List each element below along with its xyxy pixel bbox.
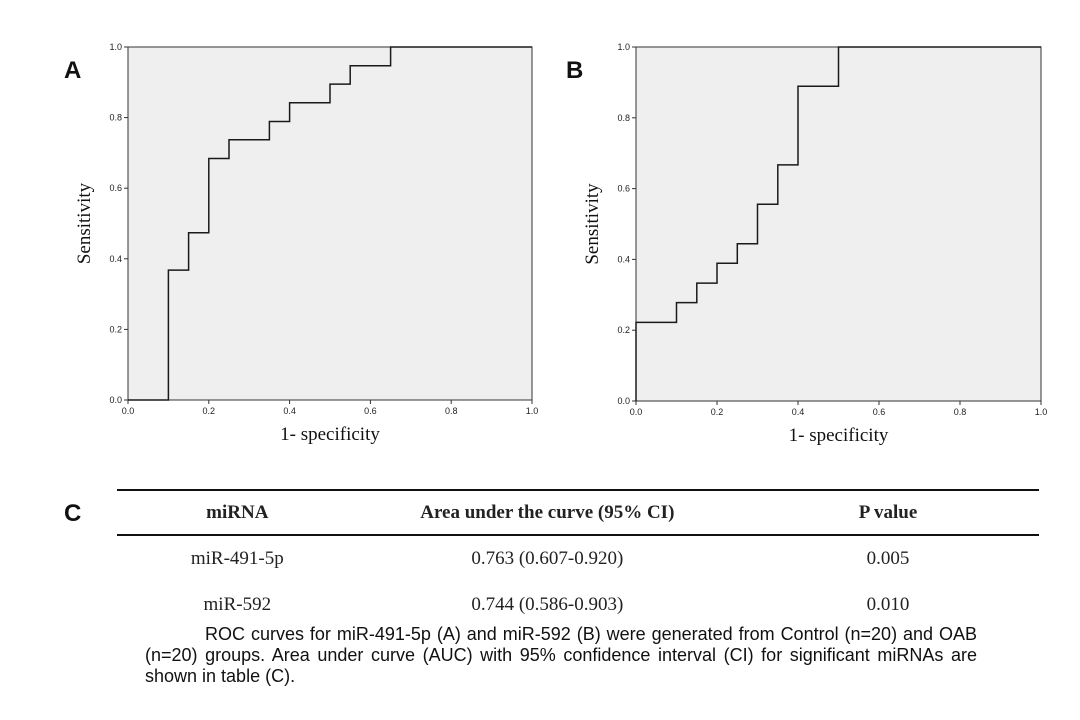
roc-curve [635, 46, 1041, 401]
auc-table: miRNA Area under the curve (95% CI) P va… [117, 489, 1039, 628]
x-tick-label: 0.6 [364, 406, 377, 416]
y-tick-label: 0.8 [617, 113, 630, 123]
y-tick-label: 0.6 [617, 184, 630, 194]
auc-table-container: miRNA Area under the curve (95% CI) P va… [117, 489, 1039, 628]
x-tick-label: 0.0 [122, 406, 135, 416]
cell-p-value: 0.005 [866, 548, 910, 569]
y-axis-title: Sensitivity [74, 182, 95, 264]
y-tick-label: 0.4 [109, 254, 122, 264]
x-tick-label: 0.8 [954, 407, 967, 417]
y-tick-label: 0.2 [617, 325, 630, 335]
cell-mirna: miR-491-5p [190, 548, 284, 569]
roc-chart-b: 0.0 0.2 0.4 0.6 0.8 1.0 0.0 0.2 0.4 0.6 0.8 1.0 1- s… [582, 42, 1048, 446]
y-tick-label: 0.2 [109, 324, 122, 334]
cell-mirna: miR-592 [203, 594, 272, 615]
y-tick-label: 0.8 [109, 113, 122, 123]
x-tick-label: 0.0 [630, 407, 643, 417]
plot-area [635, 46, 1042, 402]
cell-auc: 0.744 (0.586-0.903) [471, 594, 624, 615]
column-header-auc: Area under the curve (95% CI) [357, 489, 738, 536]
panel-label-c: C [64, 500, 82, 527]
y-axis-title: Sensitivity [582, 183, 603, 265]
plot-area [127, 46, 533, 401]
column-header-mirna: miRNA [117, 489, 358, 536]
y-tick-label: 0.4 [617, 254, 630, 264]
y-tick-label: 0.6 [109, 183, 122, 193]
x-tick-label: 0.4 [792, 407, 805, 417]
x-axis-title: 1- specificity [280, 424, 380, 445]
x-tick-label: 1.0 [1035, 407, 1048, 417]
y-tick-label: 1.0 [109, 42, 122, 52]
x-tick-label: 0.2 [203, 406, 216, 416]
cell-p-value: 0.010 [866, 594, 910, 615]
y-tick-label: 0.0 [617, 396, 630, 406]
x-axis-title: 1- specificity [789, 425, 889, 446]
panel-label-b: B [566, 57, 584, 84]
x-tick-label: 0.6 [873, 407, 886, 417]
roc-curve [128, 46, 532, 401]
table-row: miR-491-5p 0.763 (0.607-0.920) 0.005 [117, 535, 1039, 582]
x-tick-label: 0.4 [283, 406, 296, 416]
table-row: miR-592 0.744 (0.586-0.903) 0.010 [117, 582, 1039, 628]
column-header-p-value: P value [737, 489, 1039, 536]
panel-label-a: A [64, 57, 82, 84]
y-tick-label: 0.0 [109, 395, 122, 405]
table-header-row: miRNA Area under the curve (95% CI) P va… [117, 489, 1039, 536]
x-tick-label: 0.2 [711, 407, 724, 417]
y-tick-label: 1.0 [617, 42, 630, 52]
x-tick-label: 0.8 [445, 406, 458, 416]
roc-chart-a: 0.0 0.2 0.4 0.6 0.8 1.0 0.0 0.2 0.4 0.6 0.8 1.0 1- s… [74, 42, 539, 445]
cell-auc: 0.763 (0.607-0.920) [471, 548, 624, 569]
x-tick-label: 1.0 [526, 406, 539, 416]
figure-caption: ROC curves for miR-491-5p (A) and miR-59… [145, 624, 977, 686]
